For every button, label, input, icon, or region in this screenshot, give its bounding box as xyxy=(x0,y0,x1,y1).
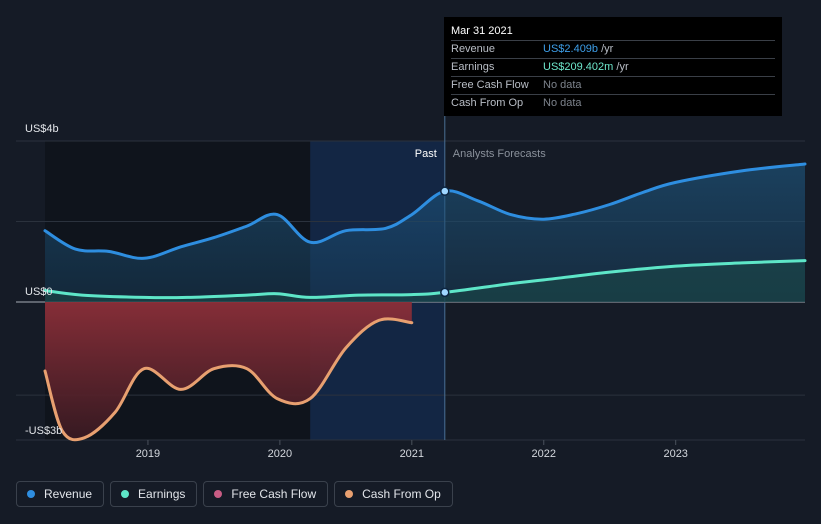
revenue-dot-icon xyxy=(27,490,35,498)
legend-item-cash-from-op[interactable]: Cash From Op xyxy=(334,481,453,507)
tooltip-row-revenue: Revenue US$2.409b /yr xyxy=(451,40,775,58)
legend: Revenue Earnings Free Cash Flow Cash Fro… xyxy=(16,481,453,507)
tooltip-value: No data xyxy=(543,97,582,109)
forecast-label: Analysts Forecasts xyxy=(453,148,546,160)
revenue-line xyxy=(43,162,807,260)
tooltip-row-free-cash-flow: Free Cash Flow No data xyxy=(451,76,775,94)
tooltip-value: US$2.409b xyxy=(543,43,599,55)
tooltip-label: Earnings xyxy=(451,61,495,73)
legend-item-free-cash-flow[interactable]: Free Cash Flow xyxy=(203,481,329,507)
tooltip-date: Mar 31 2021 xyxy=(451,25,513,37)
tooltip-label: Revenue xyxy=(451,43,496,55)
cash-from-op-area xyxy=(45,302,412,440)
earnings-dot-icon xyxy=(121,490,130,498)
legend-label: Free Cash Flow xyxy=(231,487,317,501)
legend-label: Earnings xyxy=(138,487,186,501)
tooltip-value: US$209.402m xyxy=(543,61,614,73)
free-cash-flow-dot-icon xyxy=(214,490,223,498)
x-tick-label: 2023 xyxy=(663,448,687,460)
tooltip-label: Free Cash Flow xyxy=(451,79,529,91)
y-tick-label: US$4b xyxy=(25,123,59,135)
tooltip-row-cash-from-op: Cash From Op No data xyxy=(451,94,775,112)
tooltip-label: Cash From Op xyxy=(451,97,524,109)
legend-item-revenue[interactable]: Revenue xyxy=(16,481,105,507)
tooltip-unit: /yr xyxy=(601,43,614,55)
legend-label: Cash From Op xyxy=(362,487,441,501)
x-tick-label: 2022 xyxy=(532,448,556,460)
x-tick-label: 2019 xyxy=(136,448,160,460)
tooltip-row-earnings: Earnings US$209.402m /yr xyxy=(451,58,775,76)
legend-label: Revenue xyxy=(44,487,93,501)
cash-from-op-line xyxy=(43,317,414,442)
tooltip-unit: /yr xyxy=(616,61,629,73)
earnings-line xyxy=(43,259,807,300)
x-tick-label: 2020 xyxy=(268,448,292,460)
past-label: Past xyxy=(415,148,437,160)
earnings-marker xyxy=(440,287,450,298)
y-tick-label: US$0 xyxy=(25,286,53,298)
cash-from-op-dot-icon xyxy=(345,490,354,498)
y-tick-label: -US$3b xyxy=(25,425,62,437)
legend-item-earnings[interactable]: Earnings xyxy=(110,481,198,507)
x-tick-label: 2021 xyxy=(400,448,424,460)
tooltip: Mar 31 2021 Revenue US$2.409b /yr Earnin… xyxy=(444,17,782,116)
revenue-marker xyxy=(440,186,450,196)
revenue-area xyxy=(45,164,805,302)
earnings-area xyxy=(45,260,805,302)
tooltip-value: No data xyxy=(543,79,582,91)
